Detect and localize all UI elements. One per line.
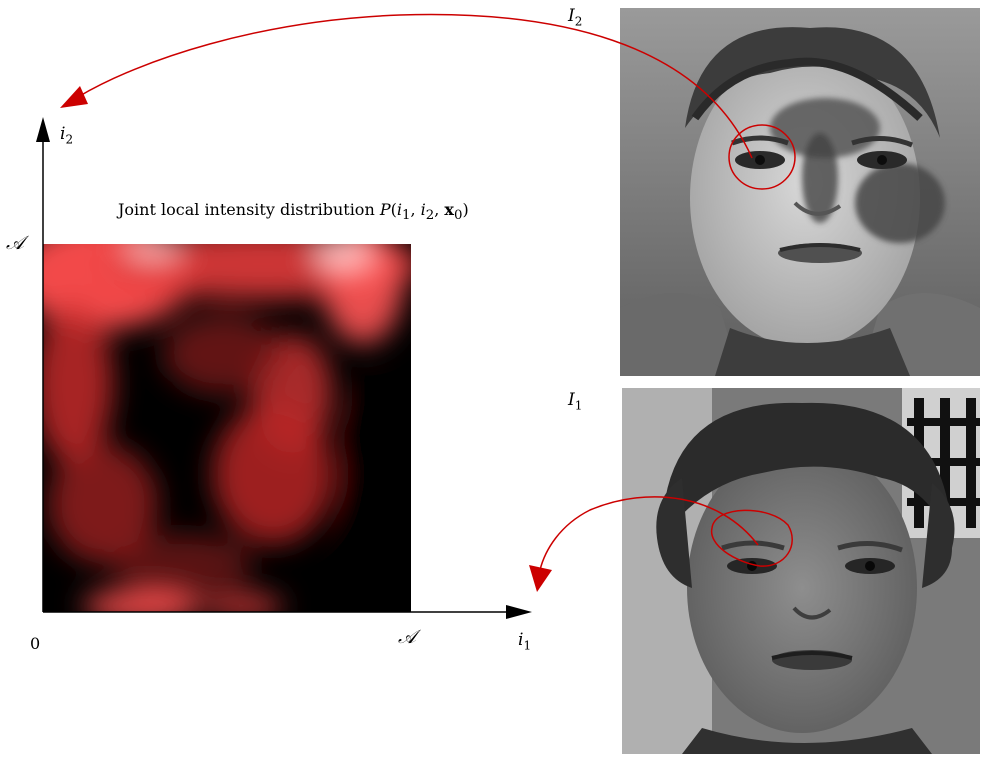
face-image-i1 <box>622 388 980 754</box>
heatmap-title: Joint local intensity distribution P(i1,… <box>118 200 469 224</box>
x-max-label: 𝒜 <box>398 626 416 648</box>
x-axis-label: i1 <box>518 630 532 653</box>
x-axis-arrowhead <box>506 605 532 619</box>
heatmap-title-function: P <box>379 200 391 219</box>
arrow-i1-arrowhead <box>529 565 552 592</box>
y-max-label: 𝒜 <box>6 232 24 254</box>
joint-intensity-heatmap <box>43 244 411 612</box>
y-axis-label: i2 <box>60 124 74 147</box>
origin-label: 0 <box>30 634 41 653</box>
arrow-i2-arrowhead <box>60 86 88 108</box>
image-label-i1: I1 <box>568 390 583 413</box>
image-label-i2: I2 <box>568 6 583 29</box>
face-image-i2 <box>620 8 980 376</box>
y-axis-arrowhead <box>36 117 50 142</box>
heatmap-title-text: Joint local intensity distribution <box>118 200 380 219</box>
